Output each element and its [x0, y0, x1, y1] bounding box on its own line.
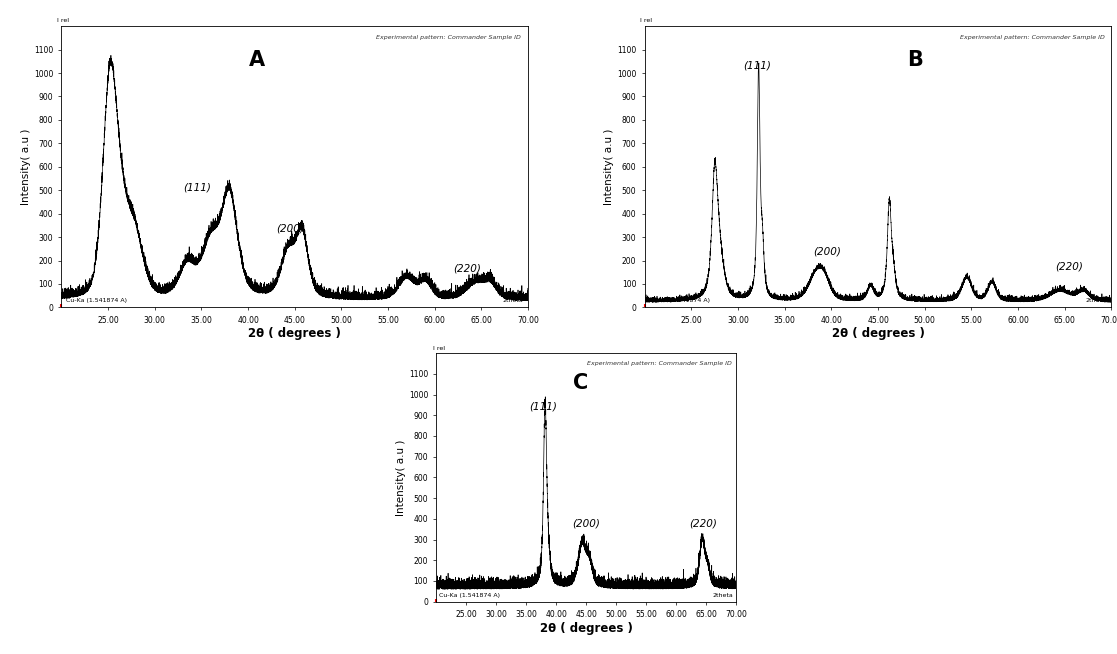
Text: 2theta: 2theta	[503, 298, 524, 303]
Text: Cu-Ka (1.541874 A): Cu-Ka (1.541874 A)	[649, 298, 710, 303]
Text: Experimental pattern: Commander Sample ID: Experimental pattern: Commander Sample I…	[376, 35, 522, 40]
Y-axis label: Intensity( a.u ): Intensity( a.u )	[21, 129, 31, 205]
Y-axis label: Intensity( a.u ): Intensity( a.u )	[604, 129, 614, 205]
Text: I rel: I rel	[57, 18, 69, 24]
Text: (111): (111)	[529, 401, 557, 411]
Text: (220): (220)	[454, 264, 481, 273]
Text: C: C	[573, 373, 588, 393]
Text: B: B	[907, 50, 924, 70]
X-axis label: 2θ ( degrees ): 2θ ( degrees )	[540, 622, 633, 635]
Text: I rel: I rel	[640, 18, 652, 24]
Text: (111): (111)	[183, 182, 211, 192]
Text: (200): (200)	[813, 247, 841, 257]
X-axis label: 2θ ( degrees ): 2θ ( degrees )	[832, 328, 925, 341]
Text: 2theta: 2theta	[1086, 298, 1107, 303]
Text: Cu-Ka (1.541874 A): Cu-Ka (1.541874 A)	[439, 593, 500, 598]
Text: A: A	[249, 50, 266, 70]
Text: (220): (220)	[689, 518, 717, 528]
Text: (220): (220)	[1056, 261, 1083, 271]
Text: (200): (200)	[573, 518, 600, 528]
Y-axis label: Intensity( a.u ): Intensity( a.u )	[395, 439, 405, 515]
Text: Experimental pattern: Commander Sample ID: Experimental pattern: Commander Sample I…	[960, 35, 1105, 40]
Text: Cu-Ka (1.541874 A): Cu-Ka (1.541874 A)	[66, 298, 127, 303]
Text: (200): (200)	[276, 224, 304, 233]
Text: 2theta: 2theta	[713, 593, 734, 598]
X-axis label: 2θ ( degrees ): 2θ ( degrees )	[248, 328, 341, 341]
Text: I rel: I rel	[433, 346, 446, 351]
Text: Experimental pattern: Commander Sample ID: Experimental pattern: Commander Sample I…	[588, 360, 732, 366]
Text: (111): (111)	[743, 61, 771, 71]
